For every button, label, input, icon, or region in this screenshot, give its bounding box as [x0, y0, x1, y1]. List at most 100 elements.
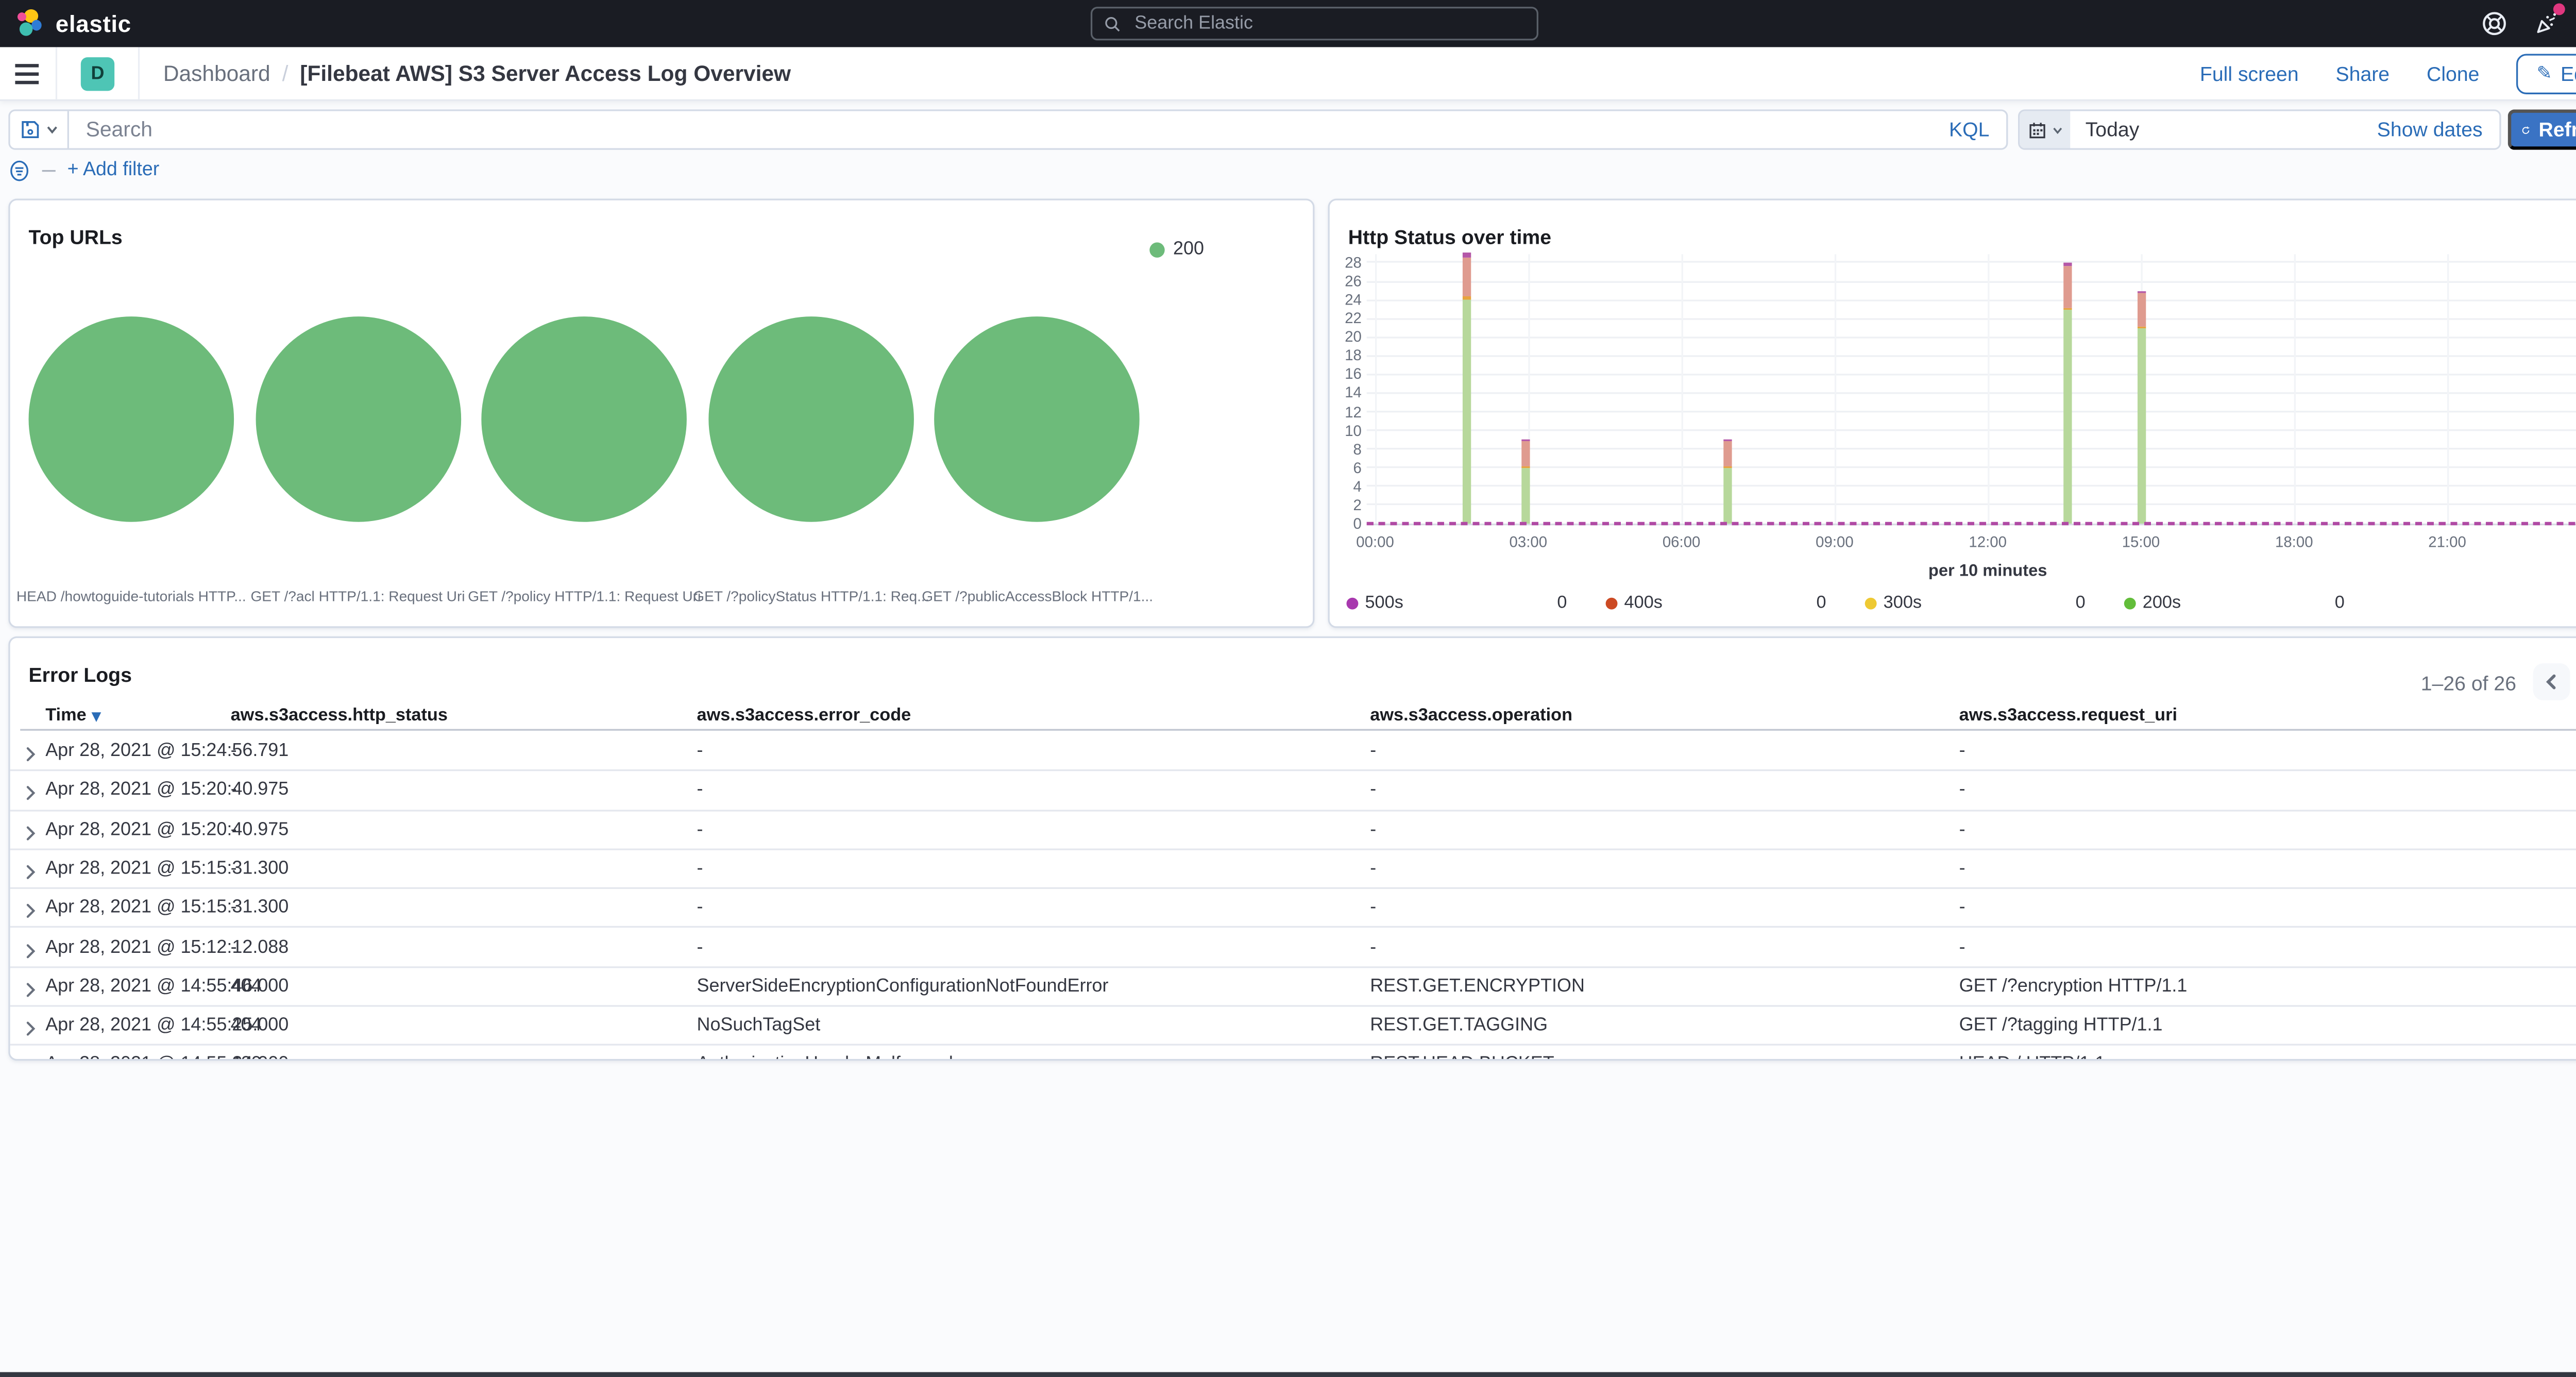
bar-segment-300s[interactable]	[1521, 465, 1530, 468]
dashboard-badge[interactable]: D	[80, 56, 115, 90]
bar-segment-300s[interactable]	[2138, 326, 2146, 328]
legend-item-200s[interactable]: 200s 0	[2124, 593, 2345, 613]
legend-label-200: 200	[1173, 239, 1205, 260]
expand-row-icon[interactable]	[22, 741, 39, 771]
help-icon[interactable]	[2481, 10, 2507, 37]
table-cell: Apr 28, 2021 @ 14:55:46.000	[45, 976, 289, 997]
table-cell: -	[1370, 780, 1377, 800]
kql-search-input[interactable]	[69, 117, 1950, 142]
table-cell: -	[1370, 819, 1377, 839]
panel-top-urls: Top URLs 200 HEAD /howtoguide-tutorials …	[8, 198, 1315, 628]
expand-row-icon[interactable]	[22, 819, 39, 850]
bar-segment-400s[interactable]	[2064, 265, 2073, 308]
pie-chart-label: GET /?policy HTTP/1.1: Request Uri	[468, 587, 701, 604]
x-axis-tick-label: 06:00	[1662, 533, 1701, 551]
table-cell: Apr 28, 2021 @ 15:12:12.088	[45, 937, 289, 958]
expand-row-icon[interactable]	[22, 780, 39, 811]
elastic-logo[interactable]: elastic	[0, 8, 131, 39]
legend-item-300s[interactable]: 300s 0	[1865, 593, 2086, 613]
pie-chart[interactable]	[28, 316, 234, 522]
table-cell: -	[1370, 741, 1377, 761]
bar-segment-500s[interactable]	[2138, 290, 2146, 293]
y-gridline	[1366, 317, 2576, 320]
bar-segment-400s[interactable]	[2138, 292, 2146, 326]
date-value[interactable]: Today	[2085, 117, 2140, 142]
bar-segment-200s[interactable]	[2138, 328, 2146, 524]
y-gridline	[1366, 466, 2576, 469]
column-header-aws.s3access.operation[interactable]: aws.s3access.operation	[1370, 705, 1573, 726]
table-cell: 404	[230, 976, 262, 997]
add-filter-button[interactable]: + Add filter	[67, 160, 160, 180]
breadcrumb-dashboard[interactable]: Dashboard	[163, 60, 270, 86]
legend-item-400s[interactable]: 400s 0	[1605, 592, 1826, 613]
full-screen-button[interactable]: Full screen	[2199, 61, 2299, 85]
menu-icon[interactable]	[0, 63, 56, 83]
column-header-aws.s3access.error_code[interactable]: aws.s3access.error_code	[697, 705, 911, 726]
column-header-aws.s3access.http_status[interactable]: aws.s3access.http_status	[230, 705, 448, 726]
expand-row-icon[interactable]	[22, 1054, 39, 1059]
pie-chart-label: GET /?policyStatus HTTP/1.1: Req...	[693, 587, 929, 604]
expand-row-icon[interactable]	[22, 898, 39, 928]
y-gridline	[1366, 411, 2576, 413]
x-gridline	[2447, 254, 2449, 524]
show-dates-button[interactable]: Show dates	[2377, 117, 2483, 142]
pie-chart[interactable]	[481, 316, 687, 522]
bar-segment-500s[interactable]	[2064, 262, 2073, 265]
global-search[interactable]	[1090, 7, 1538, 41]
table-cell: 404	[230, 1015, 262, 1036]
legend-item-500s[interactable]: 500s 0	[1346, 592, 1567, 613]
y-axis-tick-label: 6	[1353, 459, 1362, 476]
table-row: Apr 28, 2021 @ 15:15:31.300- - - -	[10, 848, 2576, 889]
y-gridline	[1366, 373, 2576, 376]
x-axis-tick-label: 12:00	[1969, 533, 2007, 551]
x-gridline	[1681, 254, 1683, 524]
column-header-aws.s3access.request_uri[interactable]: aws.s3access.request_uri	[1959, 705, 2178, 726]
bar-segment-200s[interactable]	[2064, 309, 2073, 524]
edit-button[interactable]: ✎ Edit	[2516, 53, 2576, 94]
filter-icon[interactable]	[8, 159, 30, 181]
clone-button[interactable]: Clone	[2427, 61, 2480, 85]
breadcrumb-separator: /	[282, 60, 289, 86]
bar-segment-400s[interactable]	[1463, 258, 1471, 297]
bar-segment-200s[interactable]	[1463, 299, 1471, 524]
newsfeed-button[interactable]	[2533, 3, 2565, 37]
previous-page-button[interactable]	[2533, 663, 2570, 701]
bar-segment-500s[interactable]	[1463, 253, 1471, 258]
bar-segment-500s[interactable]	[1521, 440, 1530, 442]
kql-label[interactable]: KQL	[1949, 117, 1990, 142]
expand-row-icon[interactable]	[22, 1015, 39, 1046]
bar-segment-400s[interactable]	[1724, 441, 1733, 466]
date-quick-select-button[interactable]	[2020, 111, 2071, 148]
share-button[interactable]: Share	[2335, 61, 2390, 85]
y-gridline	[1366, 336, 2576, 338]
expand-row-icon[interactable]	[22, 859, 39, 889]
legend-value: 0	[1816, 592, 1826, 613]
table-row: Apr 28, 2021 @ 15:15:31.300- - - -	[10, 887, 2576, 929]
table-cell: HEAD / HTTP/1.1	[1959, 1054, 2106, 1059]
bar-segment-400s[interactable]	[1521, 441, 1530, 466]
panel-error-logs: Error Logs 1–26 of 26 Time ▼ aws.s3access.…	[8, 636, 2576, 1061]
bar-segment-500s[interactable]	[1724, 440, 1733, 442]
expand-row-icon[interactable]	[22, 976, 39, 1006]
bar-segment-200s[interactable]	[1521, 467, 1530, 524]
table-cell: GET /?tagging HTTP/1.1	[1959, 1015, 2163, 1036]
top-urls-legend[interactable]: 200	[1149, 239, 1204, 259]
table-cell: -	[1959, 937, 1965, 958]
legend-value: 0	[1557, 592, 1567, 613]
bar-segment-300s[interactable]	[1463, 297, 1471, 300]
global-search-input[interactable]	[1131, 11, 1525, 36]
bar-segment-300s[interactable]	[2064, 307, 2073, 309]
table-cell: NoSuchTagSet	[697, 1015, 821, 1036]
toolbar-actions: Full screen Share Clone ✎ Edit	[2199, 53, 2576, 94]
refresh-button[interactable]: Refresh	[2507, 109, 2576, 150]
toolbar-divider	[55, 47, 58, 99]
expand-row-icon[interactable]	[22, 937, 39, 967]
pie-chart[interactable]	[255, 316, 461, 522]
y-gridline	[1366, 429, 2576, 431]
bar-segment-200s[interactable]	[1724, 467, 1733, 524]
column-header-time[interactable]: Time ▼	[45, 705, 101, 726]
saved-query-menu-button[interactable]	[10, 111, 69, 148]
bar-segment-300s[interactable]	[1724, 465, 1733, 468]
pie-chart[interactable]	[708, 316, 914, 522]
pie-chart[interactable]	[935, 316, 1140, 522]
